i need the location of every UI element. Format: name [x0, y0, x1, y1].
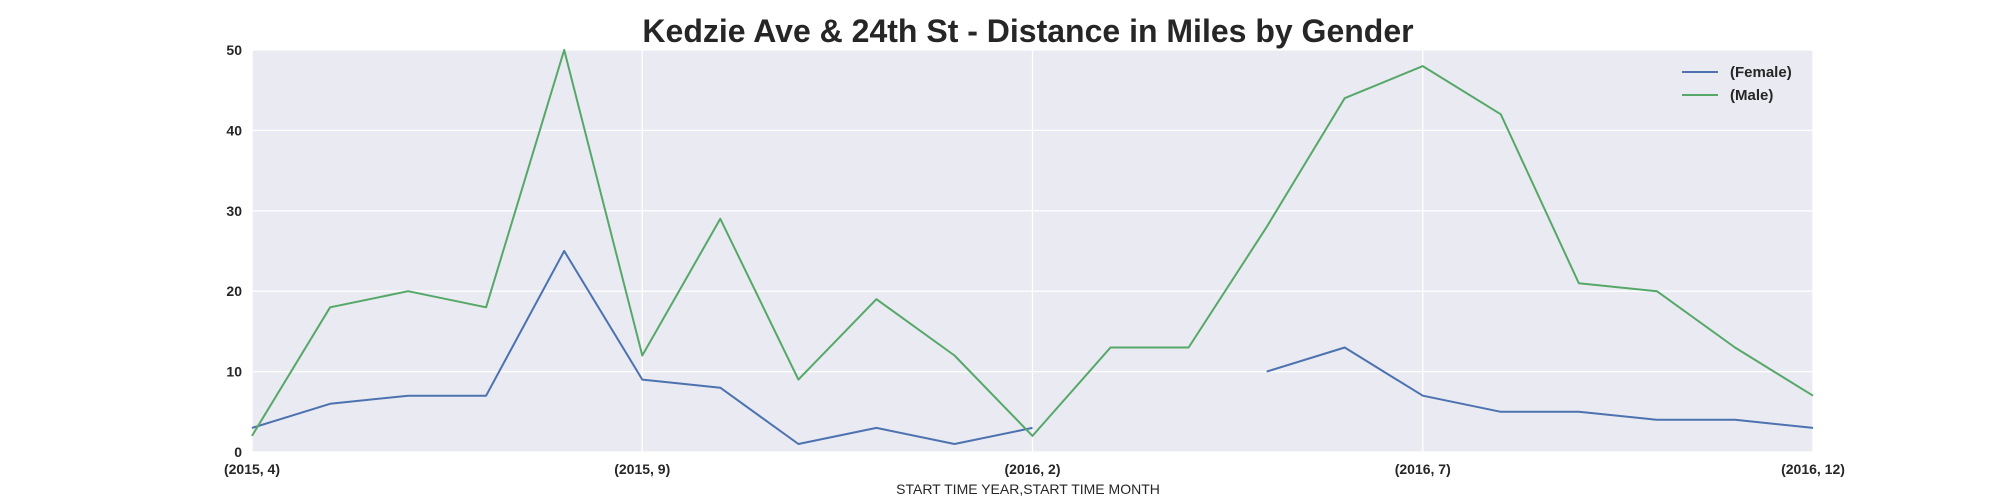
y-axis-ticks: 0 10 20 30 40 50	[226, 42, 242, 460]
y-tick-label: 10	[226, 364, 242, 380]
y-tick-label: 20	[226, 283, 242, 299]
y-tick-label: 40	[226, 122, 242, 138]
grid	[251, 49, 1814, 453]
legend: (Female) (Male)	[1682, 64, 1792, 104]
legend-label: (Female)	[1730, 64, 1792, 81]
series-line-female	[251, 250, 1814, 445]
series-line-male	[251, 49, 1814, 437]
x-tick-label: (2016, 12)	[1781, 461, 1845, 477]
series-lines	[251, 49, 1814, 445]
y-tick-label: 0	[234, 444, 242, 460]
legend-label: (Male)	[1730, 87, 1773, 104]
x-axis-ticks: (2015, 4) (2015, 9) (2016, 2) (2016, 7) (201…	[224, 461, 1845, 477]
y-tick-label: 30	[226, 203, 242, 219]
y-tick-label: 50	[226, 42, 242, 58]
x-tick-label: (2015, 9)	[614, 461, 670, 477]
x-tick-label: (2016, 7)	[1395, 461, 1451, 477]
chart-title: Kedzie Ave & 24th St - Distance in Miles…	[642, 13, 1413, 49]
x-tick-label: (2016, 2)	[1004, 461, 1060, 477]
x-axis-label: START TIME YEAR,START TIME MONTH	[896, 481, 1160, 497]
x-tick-label: (2015, 4)	[224, 461, 280, 477]
